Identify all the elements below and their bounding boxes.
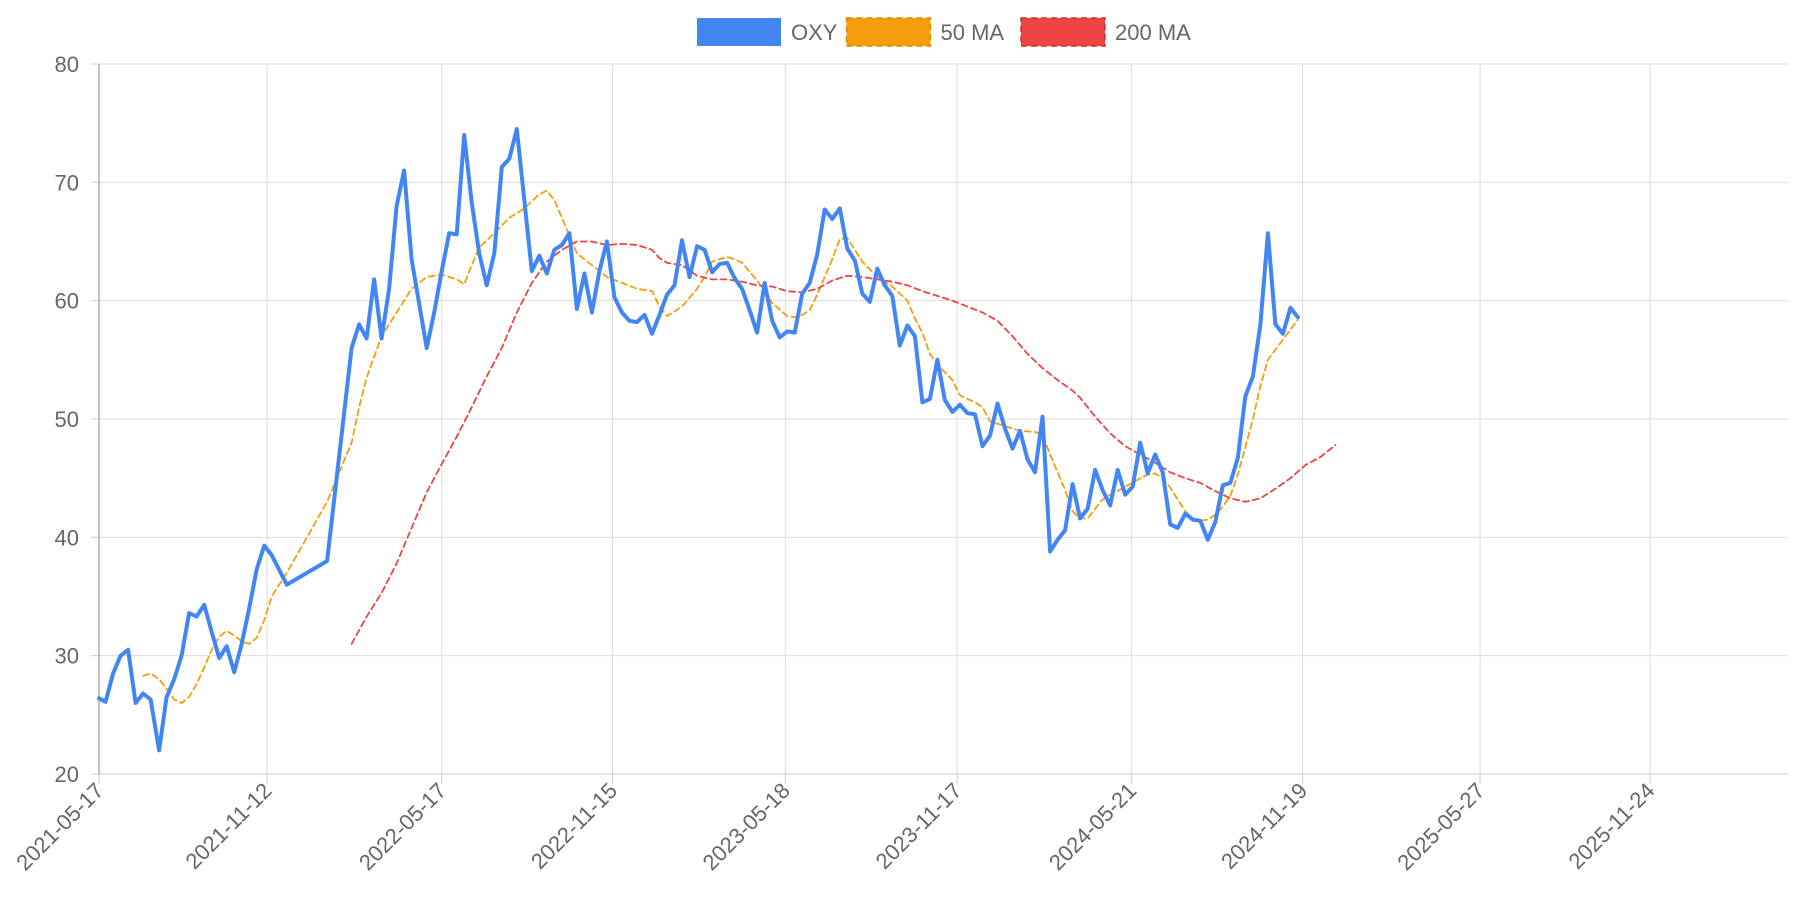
- legend-label: OXY: [791, 20, 838, 45]
- series-line-oxy: [97, 127, 1300, 753]
- chart-legend: OXY 50 MA 200 MA: [697, 17, 1191, 47]
- x-tick-label: 2021-05-17: [11, 778, 108, 875]
- y-tick-label: 50: [55, 407, 79, 432]
- y-tick-label: 20: [55, 762, 79, 787]
- legend-swatch: [845, 17, 932, 47]
- series-line-50-ma: [142, 189, 1299, 704]
- x-tick-label: 2022-05-17: [354, 778, 451, 875]
- chart-gridlines: [98, 63, 1788, 775]
- y-tick-label: 60: [55, 289, 79, 314]
- legend-item-oxy[interactable]: OXY: [697, 18, 838, 46]
- x-tick-label: 2021-11-12: [180, 778, 276, 874]
- x-tick-label: 2023-11-17: [871, 778, 967, 874]
- chart-axes: 20 30 40 50 60 70 80 2021-05-17 2021-11-12 2022-0…: [11, 52, 1788, 875]
- x-tick-label: 2025-05-27: [1392, 778, 1489, 875]
- x-tick-label: 2022-11-15: [526, 778, 622, 874]
- x-tick-label: 2023-05-18: [698, 778, 795, 875]
- x-tick-label: 2025-11-24: [1563, 778, 1659, 874]
- legend-item-200-ma[interactable]: 200 MA: [1020, 17, 1191, 47]
- x-tick-label: 2024-05-21: [1044, 778, 1141, 875]
- legend-label: 50 MA: [941, 20, 1005, 45]
- legend-swatch: [1020, 17, 1106, 47]
- legend-swatch: [697, 18, 781, 46]
- legend-item-50-ma[interactable]: 50 MA: [845, 17, 1005, 47]
- series-line-200-ma: [350, 240, 1337, 645]
- x-tick-label: 2024-11-19: [1216, 778, 1312, 874]
- y-tick-label: 40: [55, 525, 79, 550]
- y-tick-label: 70: [55, 170, 79, 195]
- y-tick-label: 80: [55, 52, 79, 77]
- legend-label: 200 MA: [1115, 20, 1191, 45]
- chart-series: [97, 127, 1337, 753]
- y-tick-label: 30: [55, 644, 79, 669]
